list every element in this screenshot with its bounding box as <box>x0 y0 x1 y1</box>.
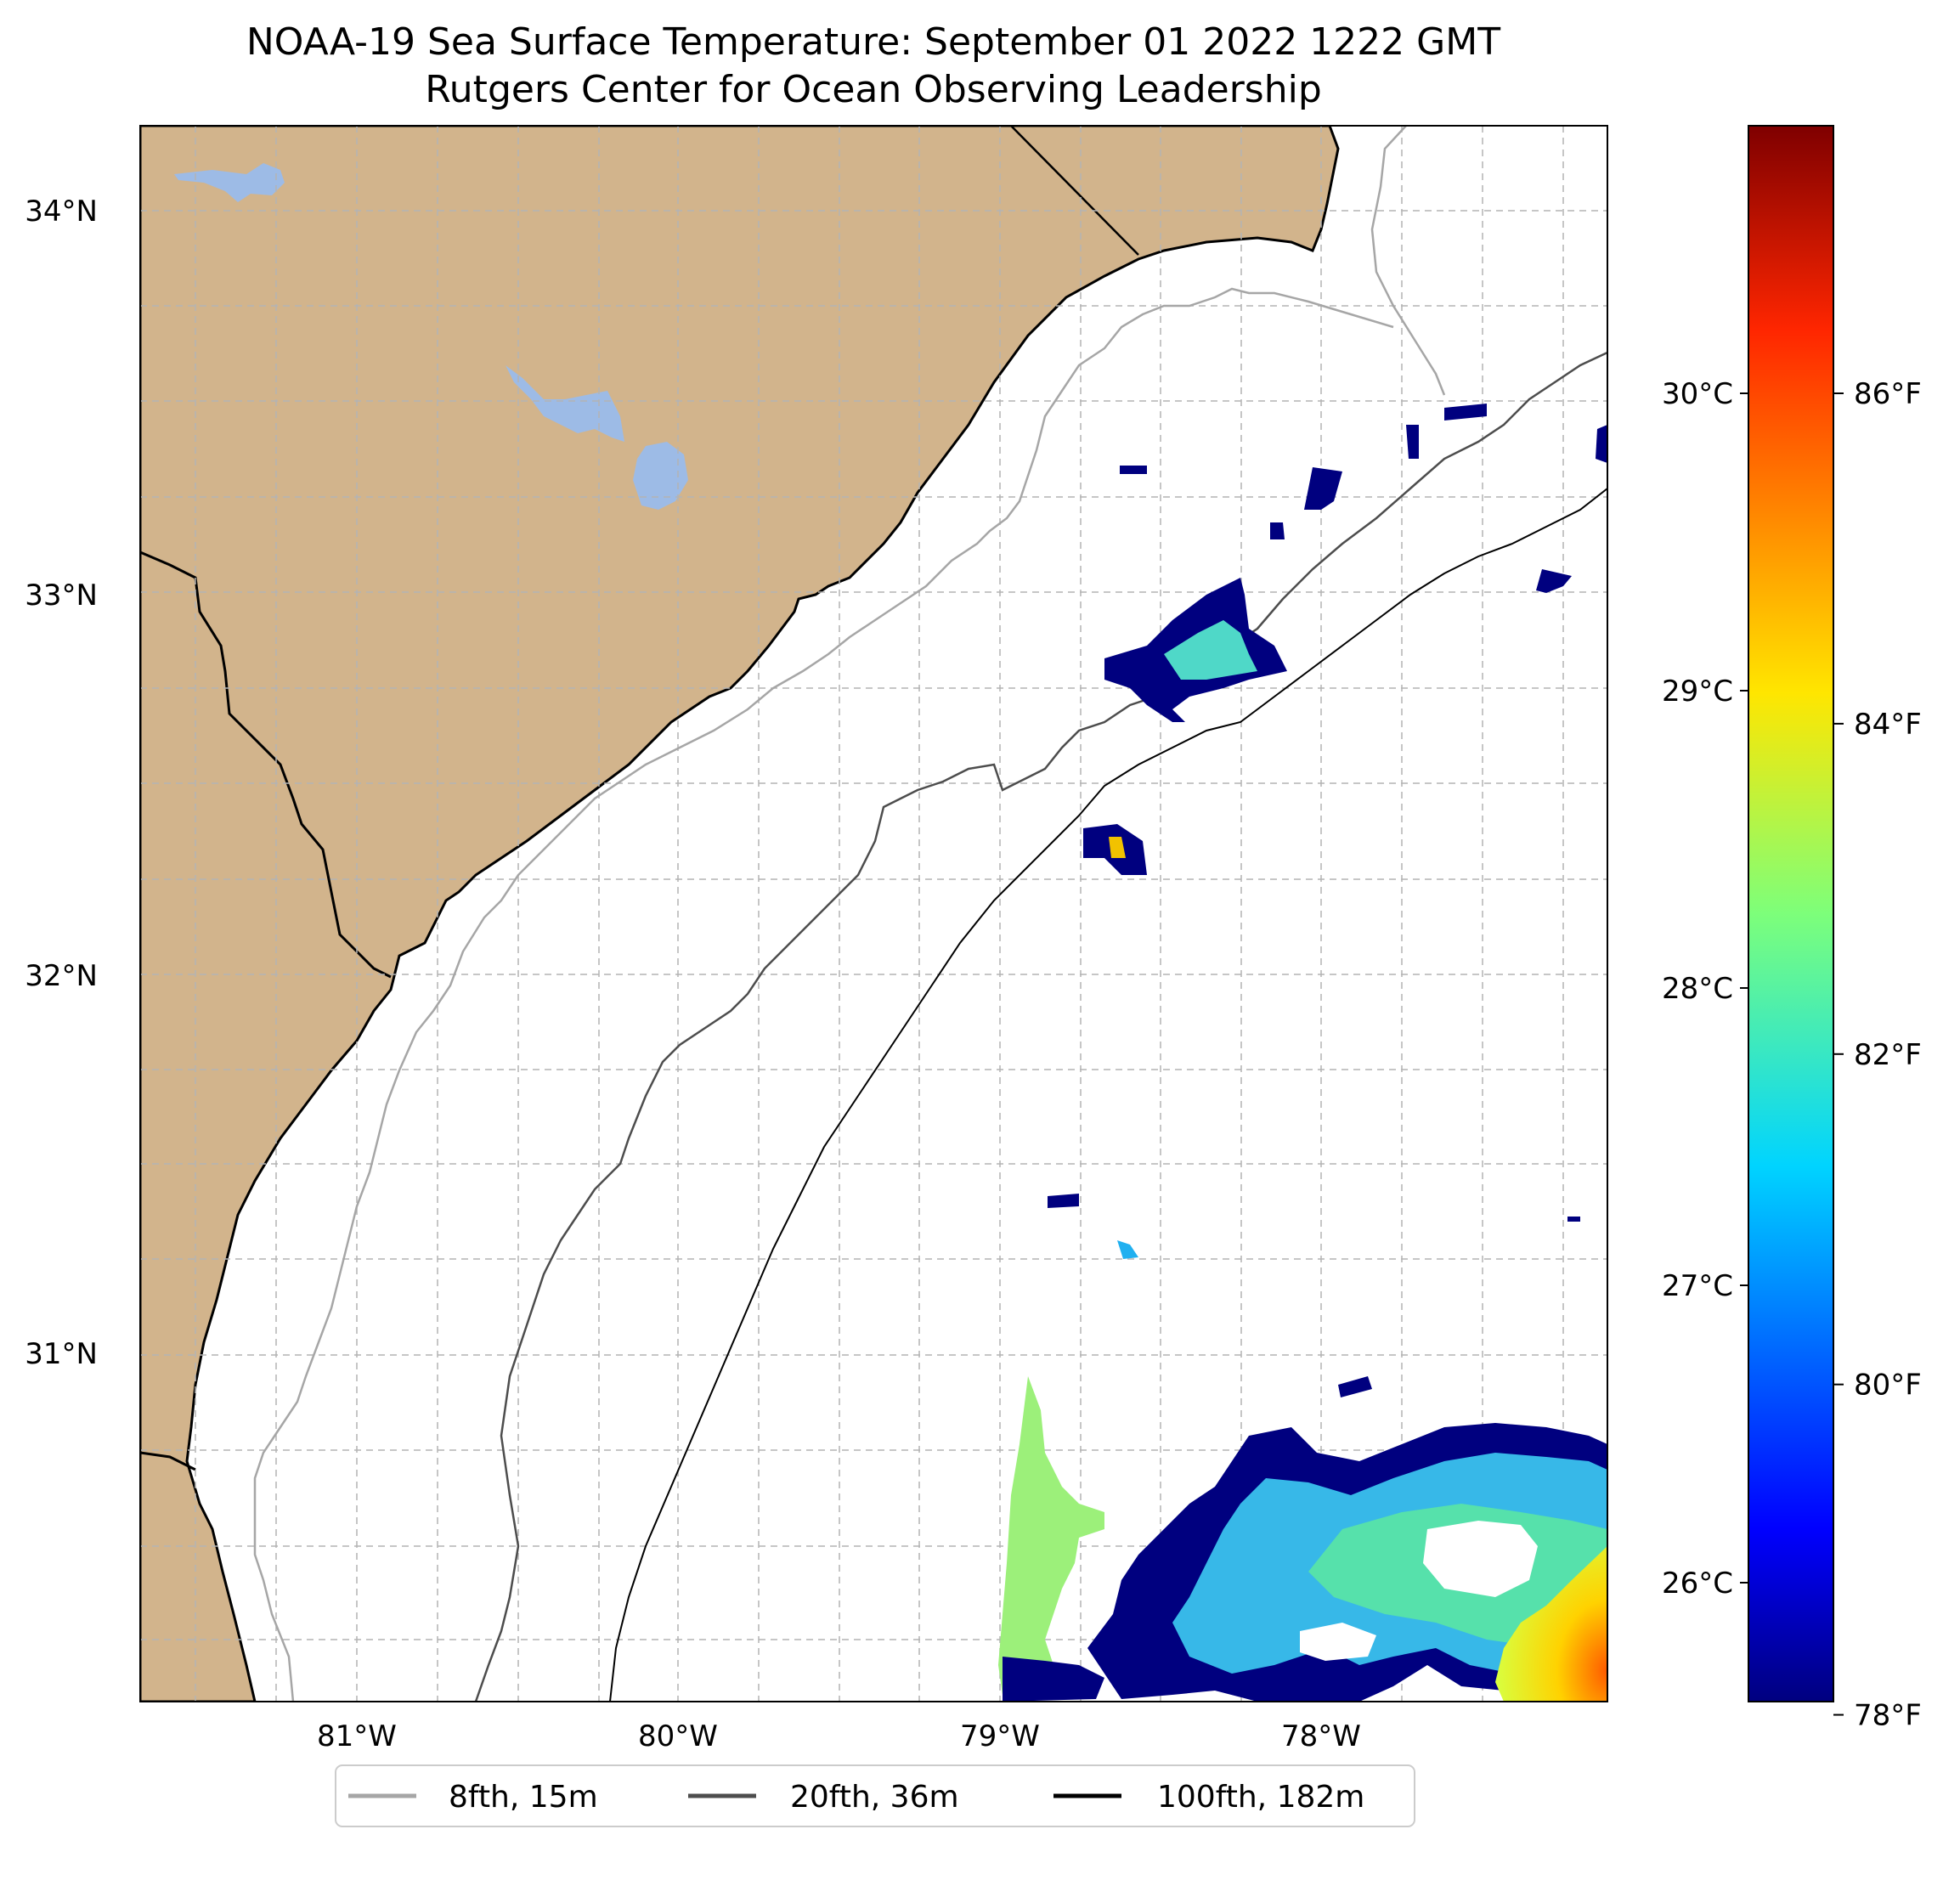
lat-axis: 34°N 33°N 32°N 31°N <box>25 195 98 1371</box>
title-line-1: NOAA-19 Sea Surface Temperature: Septemb… <box>246 20 1500 64</box>
map-frame <box>139 125 1608 1702</box>
legend: 8fth, 15m 20fth, 36m 100fth, 182m <box>335 1764 1415 1827</box>
colorbar-fahrenheit-label: 78°F <box>1854 1699 1922 1733</box>
sst-patch-left-strip-blue <box>1003 1657 1104 1702</box>
map-panel <box>139 125 1608 1702</box>
lat-label-33: 33°N <box>25 579 98 613</box>
lake-wateree <box>174 163 285 202</box>
sst-patch-ne-2 <box>1406 425 1419 459</box>
legend-label-100fth: 100fth, 182m <box>1157 1780 1364 1815</box>
sst-patch-ne-1 <box>1444 404 1487 421</box>
lake-moultrie <box>633 442 688 510</box>
state-boundary <box>1010 126 1139 256</box>
lon-axis: 81°W 80°W 79°W 78°W <box>317 1719 1361 1753</box>
colorbar-gradient <box>1748 125 1834 1702</box>
colorbar-fahrenheit-ticks: 86°F 84°F 82°F 80°F 78°F <box>1833 377 1922 1733</box>
lat-label-32: 32°N <box>25 959 98 993</box>
legend-label-20fth: 20fth, 36m <box>790 1780 959 1815</box>
lon-label-80: 80°W <box>638 1719 718 1753</box>
sst-patch-tiny-5 <box>1567 1217 1580 1222</box>
lon-label-79: 79°W <box>960 1719 1040 1753</box>
gridlines <box>140 126 1607 1702</box>
sst-patch-ne-5 <box>1536 569 1572 593</box>
sst-patch-tiny-3 <box>1117 1240 1138 1259</box>
colorbar-celsius-label: 30°C <box>1662 377 1733 411</box>
state-boundary-ga-sc <box>140 550 392 979</box>
colorbar: 30°C 29°C 28°C 27°C 26°C 86°F 84°F 82°F 80°F 78°… <box>1662 125 1922 1733</box>
colorbar-celsius-label: 28°C <box>1662 972 1733 1006</box>
sst-gap-white-2 <box>1300 1623 1376 1661</box>
colorbar-fahrenheit-label: 86°F <box>1854 377 1922 411</box>
colorbar-celsius-ticks: 30°C 29°C 28°C 27°C 26°C <box>1662 377 1748 1601</box>
sst-patch-tiny-1 <box>1120 466 1147 474</box>
lat-label-34: 34°N <box>25 195 98 229</box>
isobath-20fth <box>474 351 1607 1702</box>
colorbar-fahrenheit-label: 80°F <box>1854 1369 1922 1403</box>
legend-label-8fth: 8fth, 15m <box>449 1780 598 1815</box>
sst-patch-tiny-4 <box>1338 1376 1372 1397</box>
sst-patch-ne-6 <box>1596 425 1607 463</box>
lon-label-81: 81°W <box>317 1719 397 1753</box>
state-boundary-ga-fl <box>140 1451 196 1471</box>
sst-patch-ne-3 <box>1304 467 1342 510</box>
sst-patch-tiny-2 <box>1048 1194 1079 1208</box>
lake-marion <box>506 365 624 442</box>
title-line-2: Rutgers Center for Ocean Observing Leade… <box>425 68 1322 111</box>
lon-label-78: 78°W <box>1281 1719 1361 1753</box>
sst-patch-left-strip <box>998 1376 1104 1695</box>
sst-patch-ne-4 <box>1270 522 1285 539</box>
colorbar-fahrenheit-label: 82°F <box>1854 1038 1922 1072</box>
sst-patch-warm-corner <box>1495 1546 1607 1702</box>
lat-label-31: 31°N <box>25 1337 98 1371</box>
land-mass <box>140 126 1340 1702</box>
colorbar-celsius-label: 29°C <box>1662 675 1733 709</box>
colorbar-celsius-label: 27°C <box>1662 1269 1733 1303</box>
sst-patch-central-core <box>1164 620 1257 680</box>
legend-box <box>335 1764 1415 1827</box>
isobath-8fth <box>253 126 1446 1702</box>
colorbar-celsius-label: 26°C <box>1662 1567 1733 1601</box>
sst-gap-white <box>1423 1521 1538 1597</box>
sst-patches <box>998 404 1607 1702</box>
isobath-100fth <box>609 488 1607 1702</box>
sst-patch-small-a-core <box>1109 837 1126 858</box>
colorbar-fahrenheit-label: 84°F <box>1854 708 1922 742</box>
